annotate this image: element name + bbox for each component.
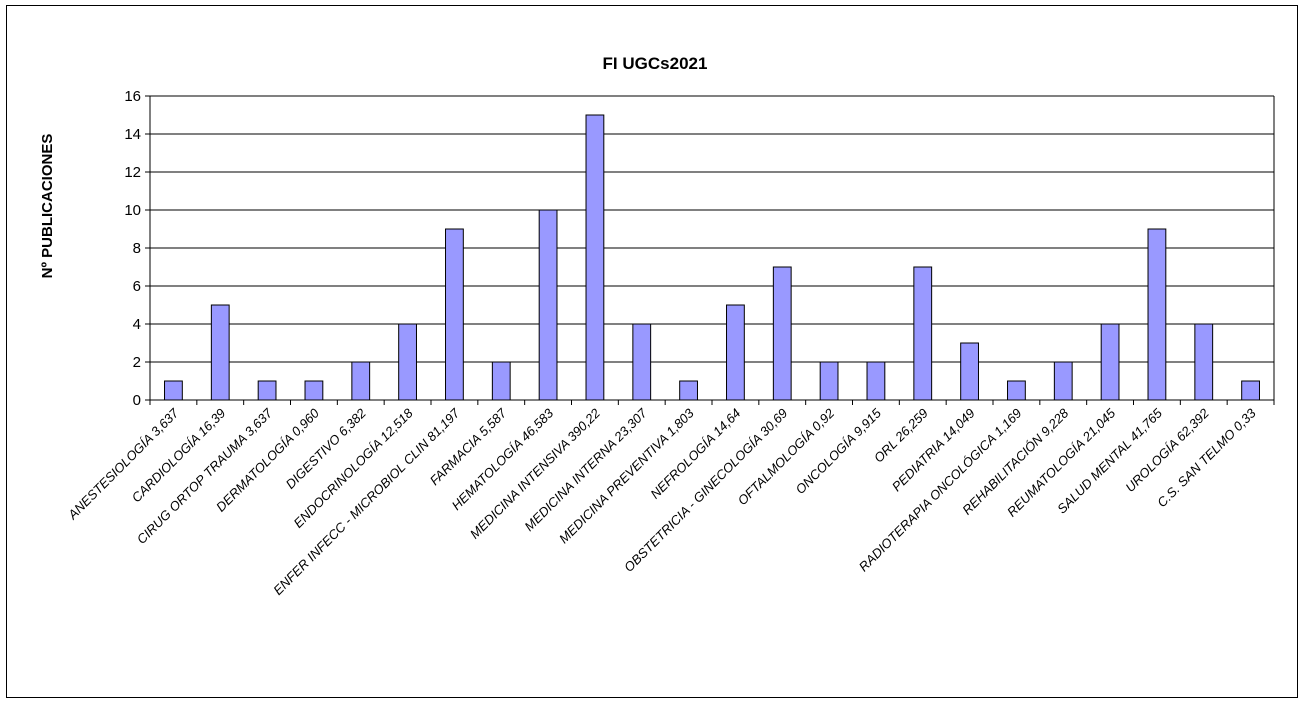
bar	[585, 114, 605, 401]
bar	[398, 323, 417, 401]
y-tick-label: 10	[124, 202, 141, 219]
bar	[164, 380, 183, 401]
x-tick-label: OBSTETRICIA - GINECOLOGÍA 30,69	[621, 406, 790, 575]
gridlines	[150, 95, 1274, 363]
y-tick-label: 8	[133, 240, 141, 257]
bar	[726, 304, 745, 401]
bar	[679, 380, 698, 401]
y-tick-label: 2	[133, 354, 141, 371]
bar	[1100, 323, 1120, 401]
bar	[960, 342, 979, 401]
bar	[1241, 380, 1260, 401]
y-axis-label: Nº PUBLICACIONES	[39, 134, 56, 279]
y-tick-labels: 0 2 4 6 8 10 12 14 16	[124, 88, 141, 409]
y-tick-label: 0	[133, 392, 141, 409]
bar	[1194, 323, 1214, 401]
y-tick-label: 16	[124, 88, 141, 105]
bar	[538, 209, 558, 401]
bar	[913, 266, 933, 401]
bar	[632, 323, 652, 401]
bar	[1007, 380, 1026, 401]
y-tick-label: 6	[133, 278, 141, 295]
bars	[164, 114, 1260, 401]
bar-chart: FI UGCs2021 Nº PUBLICACIONES 0 2 4 6 8 10 12 14…	[39, 54, 1275, 598]
y-tick-label: 12	[124, 164, 141, 181]
y-tick-label: 4	[133, 316, 141, 333]
y-tick-label: 14	[124, 126, 141, 143]
bar	[445, 228, 464, 401]
x-tick-label: RADIOTERAPIA ONCOLÓGICA 1,169	[856, 406, 1025, 575]
bar	[491, 361, 511, 401]
bar	[772, 266, 792, 401]
bar	[866, 361, 886, 401]
chart-frame: FI UGCs2021 Nº PUBLICACIONES 0 2 4 6 8 10 12 14…	[6, 5, 1298, 698]
bar	[1147, 228, 1167, 401]
x-tick-label: PEDIATRIA 14,049	[889, 406, 978, 495]
bar	[257, 380, 277, 401]
axes	[145, 95, 1275, 405]
x-tick-label: NEFROLOGÍA 14,64	[647, 406, 743, 502]
bar	[819, 361, 839, 401]
x-tick-label: DIGESTIVO 6,382	[283, 405, 370, 492]
x-tick-label: UROLOGÍA 62,392	[1122, 405, 1212, 495]
bar	[1053, 361, 1073, 401]
bar	[351, 361, 371, 401]
bar	[210, 304, 230, 401]
chart-title: FI UGCs2021	[603, 54, 708, 73]
x-tick-label: ONCOLOGÍA 9,915	[793, 405, 885, 497]
bar	[304, 380, 324, 401]
